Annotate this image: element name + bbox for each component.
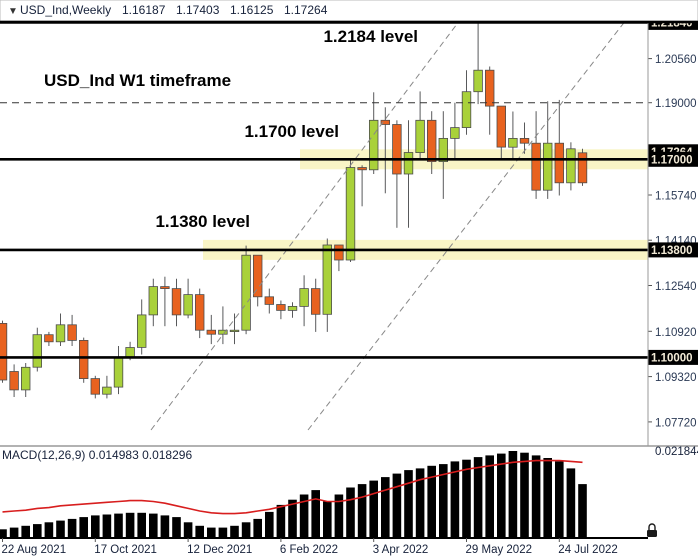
svg-text:1.17403: 1.17403 [176, 3, 220, 17]
svg-text:▼: ▼ [8, 6, 18, 17]
svg-text:1.19000: 1.19000 [655, 98, 697, 110]
svg-text:24 Jul 2022: 24 Jul 2022 [558, 544, 617, 556]
svg-text:1.17264: 1.17264 [284, 3, 328, 17]
svg-text:1.16125: 1.16125 [230, 3, 274, 17]
svg-text:1.13800: 1.13800 [651, 245, 693, 257]
svg-text:1.20560: 1.20560 [655, 54, 697, 66]
svg-text:1.07720: 1.07720 [655, 417, 697, 429]
svg-text:1.12540: 1.12540 [655, 281, 697, 293]
svg-text:1.17000: 1.17000 [651, 155, 693, 167]
svg-text:0.021844: 0.021844 [655, 446, 698, 458]
svg-text:MACD(12,26,9) 0.014983 0.01829: MACD(12,26,9) 0.014983 0.018296 [2, 448, 192, 462]
svg-text:22 Aug 2021: 22 Aug 2021 [2, 544, 67, 556]
svg-text:1.15740: 1.15740 [655, 191, 697, 203]
svg-text:1.1700 level: 1.1700 level [244, 122, 339, 141]
svg-text:USD_Ind W1 timeframe: USD_Ind W1 timeframe [44, 71, 231, 90]
svg-text:3 Apr 2022: 3 Apr 2022 [373, 544, 429, 556]
svg-text:17 Oct 2021: 17 Oct 2021 [94, 544, 157, 556]
svg-text:USD_Ind,Weekly: USD_Ind,Weekly [20, 3, 111, 17]
svg-text:1.09320: 1.09320 [655, 372, 697, 384]
svg-text:12 Dec 2021: 12 Dec 2021 [187, 544, 252, 556]
svg-text:1.10000: 1.10000 [651, 353, 693, 365]
svg-text:1.10920: 1.10920 [655, 327, 697, 339]
svg-text:1.1380 level: 1.1380 level [155, 212, 250, 231]
svg-text:6 Feb 2022: 6 Feb 2022 [280, 544, 338, 556]
svg-text:29 May 2022: 29 May 2022 [466, 544, 533, 556]
svg-text:1.2184 level: 1.2184 level [323, 27, 418, 46]
svg-text:1.16187: 1.16187 [122, 3, 166, 17]
